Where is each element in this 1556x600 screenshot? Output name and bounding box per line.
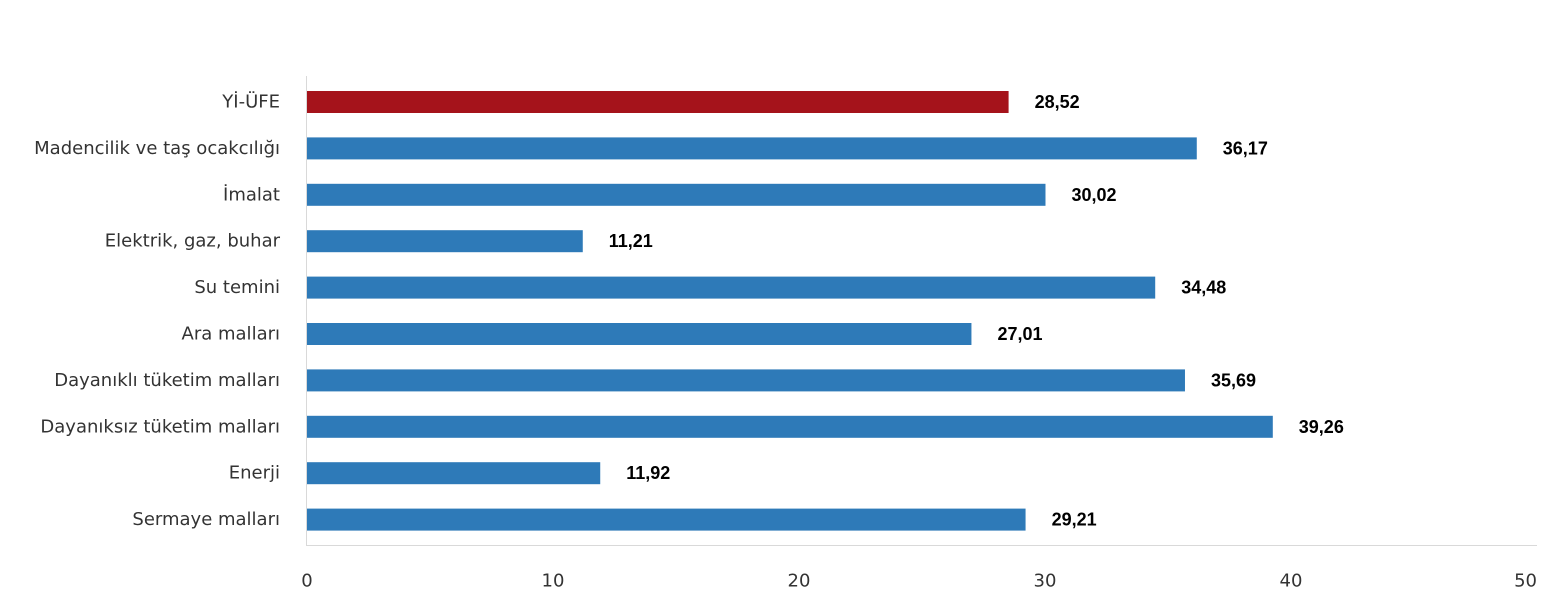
bar-7 [307,415,1273,438]
data-label-8: 11,92 [626,463,670,483]
x-tick-labels-group: 0 10 20 30 40 50 [301,571,1537,592]
data-label-6: 35,69 [1211,370,1256,390]
category-label-1: Madencilik ve taş ocakcılığı [34,138,280,159]
category-label-9: Sermaye malları [132,509,280,530]
data-label-7: 39,26 [1299,417,1344,437]
category-labels-group: Yİ-ÜFE Madencilik ve taş ocakcılığı İmalat… [34,91,280,531]
data-label-9: 29,21 [1052,510,1097,530]
data-label-0: 28,52 [1035,92,1080,112]
category-label-3: Elektrik, gaz, buhar [105,231,281,252]
category-label-5: Ara malları [182,324,280,345]
bar-9 [307,508,1026,531]
data-label-5: 27,01 [997,324,1042,344]
category-label-2: İmalat [223,184,280,205]
bars-group [307,91,1273,531]
bar-5 [307,323,972,345]
x-tick-label-1: 10 [542,571,565,592]
bar-2 [307,183,1046,206]
bar-6 [307,369,1185,392]
data-label-3: 11,21 [609,231,653,251]
bar-8 [307,462,601,485]
data-label-1: 36,17 [1223,138,1268,158]
bar-0 [307,91,1009,113]
x-tick-label-2: 20 [788,571,811,592]
category-label-0: Yİ-ÜFE [221,91,280,113]
category-label-4: Su temini [194,277,280,298]
category-label-8: Enerji [229,463,280,484]
x-tick-label-4: 40 [1280,571,1303,592]
bar-3 [307,230,583,253]
data-label-4: 34,48 [1181,278,1226,298]
category-label-6: Dayanıklı tüketim malları [54,370,280,391]
category-label-7: Dayanıksız tüketim malları [40,416,280,437]
x-tick-label-3: 30 [1034,571,1057,592]
data-labels-group: 28,52 36,17 30,02 11,21 34,48 27,01 35,69 39,26… [609,92,1344,530]
bar-1 [307,137,1197,160]
bar-4 [307,276,1156,299]
data-label-2: 30,02 [1071,185,1116,205]
x-tick-label-5: 50 [1514,571,1537,592]
x-tick-label-0: 0 [301,571,312,592]
